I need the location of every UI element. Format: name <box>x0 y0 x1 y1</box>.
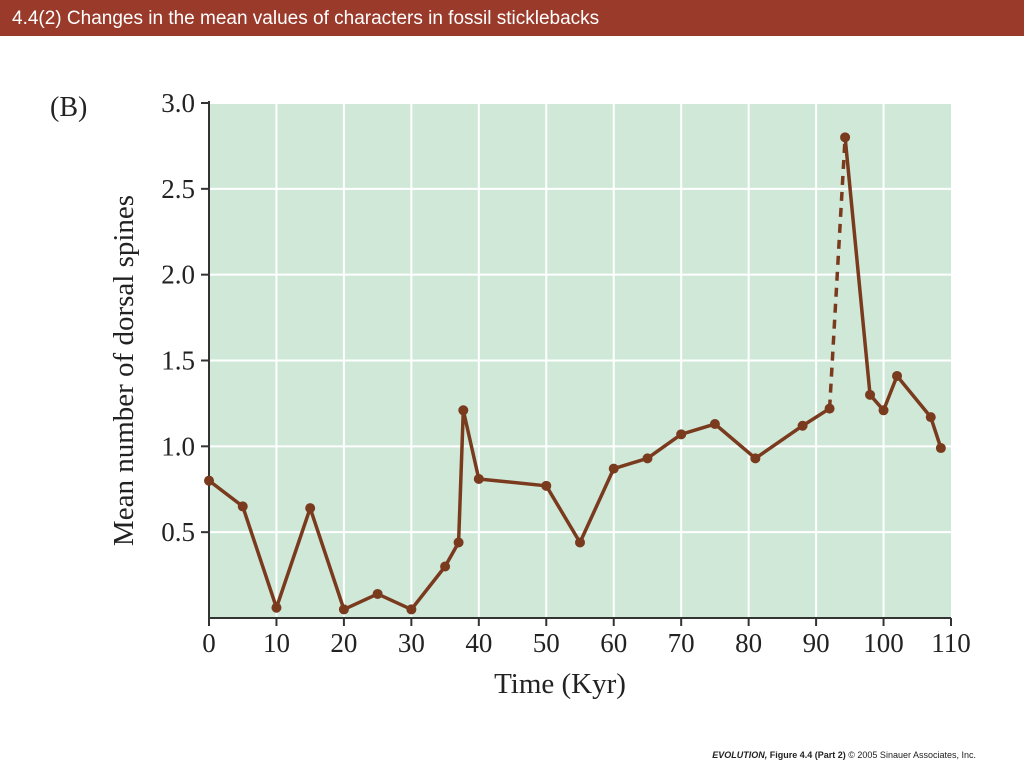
series-segment <box>207 478 245 509</box>
series-segment <box>375 592 414 612</box>
data-point <box>372 588 383 599</box>
x-tick-label: 50 <box>533 628 560 658</box>
data-point <box>840 132 851 143</box>
x-tick-label: 90 <box>803 628 830 658</box>
data-point <box>237 501 248 512</box>
data-point <box>453 537 464 548</box>
data-point <box>575 537 585 548</box>
data-point <box>440 561 451 572</box>
series-segment <box>713 422 758 461</box>
figure-credit: EVOLUTION, Figure 4.4 (Part 2) © 2005 Si… <box>712 750 976 760</box>
data-point <box>824 403 835 414</box>
series-segment <box>477 477 549 488</box>
data-point <box>305 503 316 514</box>
data-point <box>608 463 619 474</box>
credit-figure: Figure 4.4 (Part 2) <box>769 750 846 760</box>
y-axis-label: Mean number of dorsal spines <box>108 195 140 546</box>
series-segment <box>308 506 346 612</box>
axes: 0 10 20 30 40 50 60 70 80 90 100 110 0.5 1.0 1.5 2.0 2.5… <box>161 88 971 658</box>
data-point <box>541 480 552 491</box>
data-point <box>458 405 469 416</box>
series-segment <box>409 564 447 612</box>
data-point <box>878 405 889 416</box>
series-segment <box>578 466 616 545</box>
credit-book-title: EVOLUTION, <box>712 750 768 760</box>
x-tick-label: 80 <box>735 628 762 658</box>
slide-title-bar: 4.4(2) Changes in the mean values of cha… <box>0 0 1024 36</box>
x-tick-label: 0 <box>202 628 216 658</box>
slide-title: 4.4(2) Changes in the mean values of cha… <box>12 8 600 29</box>
series-segment <box>611 456 650 471</box>
x-tick-label: 100 <box>863 628 904 658</box>
data-point <box>925 412 936 423</box>
data-point <box>750 453 761 464</box>
series-segment <box>753 423 805 461</box>
series-segment <box>342 592 380 612</box>
series-segment <box>456 408 466 545</box>
x-tick-label: 110 <box>931 628 971 658</box>
series-segment <box>679 422 717 437</box>
axis-labels: (B) Time (Kyr) Mean number of dorsal spi… <box>50 92 626 700</box>
panel-label: (B) <box>50 92 87 123</box>
y-tick-label: 1.5 <box>161 346 195 376</box>
x-tick-label: 30 <box>398 628 425 658</box>
y-tick-label: 2.5 <box>161 174 195 204</box>
data-point <box>797 420 808 431</box>
series-segment <box>843 135 872 397</box>
data-point <box>709 419 720 430</box>
x-tick-label: 20 <box>330 628 357 658</box>
data-point <box>338 604 349 615</box>
credit-copyright: © 2005 Sinauer Associates, Inc. <box>848 750 976 760</box>
data-point <box>642 453 653 464</box>
data-point <box>865 389 876 400</box>
data-point <box>406 604 417 615</box>
series-segment <box>240 504 279 610</box>
data-point <box>935 443 946 454</box>
x-tick-label: 70 <box>668 628 695 658</box>
series-segment <box>544 484 582 545</box>
grid <box>209 102 951 618</box>
y-tick-label: 0.5 <box>161 517 195 547</box>
series-segment <box>461 408 481 481</box>
data-point <box>271 602 282 613</box>
data-point <box>204 475 214 486</box>
data-point <box>892 370 903 381</box>
series-segment <box>645 432 683 461</box>
x-tick-label: 40 <box>465 628 492 658</box>
data-point <box>473 473 484 484</box>
series-segment <box>929 415 943 450</box>
series-segment <box>895 374 933 419</box>
data-point <box>676 429 687 440</box>
x-tick-label: 60 <box>600 628 627 658</box>
series-segment-dashed <box>827 137 847 409</box>
series-segment <box>274 506 312 610</box>
y-tick-label: 1.0 <box>161 431 195 461</box>
series-segment <box>800 406 832 428</box>
x-axis-label: Time (Kyr) <box>494 668 626 700</box>
y-tick-label: 2.0 <box>161 260 195 290</box>
series-segment <box>881 374 899 413</box>
data-series <box>204 132 946 615</box>
y-tick-label: 3.0 <box>161 88 195 118</box>
x-tick-label: 10 <box>263 628 290 658</box>
